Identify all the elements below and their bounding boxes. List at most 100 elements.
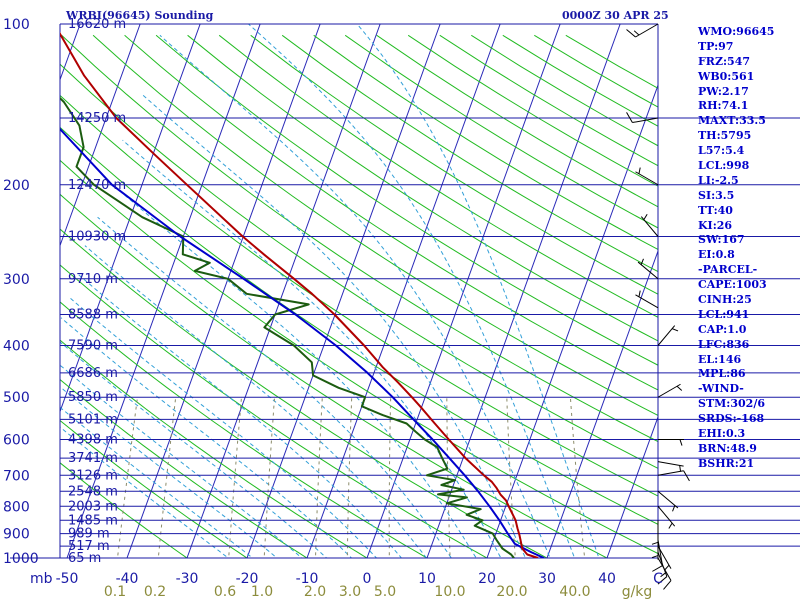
pressure-tick-label: 900: [3, 527, 30, 543]
pressure-tick-label: 100: [3, 17, 30, 33]
pressure-tick-label: 1000: [3, 551, 39, 567]
index-item: CINH:25: [698, 293, 752, 307]
index-item: WMO:96645: [698, 25, 775, 38]
isotherm: [246, 24, 441, 558]
moist-adiabat: [97, 216, 452, 558]
index-item: PW:2.17: [698, 84, 749, 98]
wind-barb: [652, 539, 664, 572]
height-label: 9710 m: [68, 272, 118, 287]
moist-adiabat: [60, 364, 303, 558]
index-item: LCL:941: [698, 307, 750, 321]
isotherm-lines: [60, 24, 658, 558]
index-item: LCL:998: [698, 159, 750, 173]
isotherm: [306, 24, 501, 558]
dry-adiabat: [187, 34, 658, 342]
mixing-ratio-line: [388, 397, 392, 558]
wind-barb: [657, 325, 679, 346]
height-label: 65 m: [68, 551, 101, 566]
isotherm: [126, 24, 321, 558]
moist-adiabat: [68, 296, 378, 558]
isotherm: [60, 24, 141, 248]
index-item: SW:167: [698, 233, 745, 247]
moist-adiabat: [356, 24, 600, 558]
dry-adiabat: [60, 462, 188, 558]
temperature-tick-label: 10: [418, 571, 436, 587]
sounding-time: 0000Z 30 APR 25: [562, 9, 669, 22]
mixing-ratio-line: [346, 397, 353, 558]
temperature-tick-label: 0: [363, 571, 372, 587]
height-label: 6686 m: [68, 366, 118, 381]
mixing-ratio-line: [506, 397, 516, 558]
temperature-tick-label: 20: [478, 571, 496, 587]
index-item: RH:74.1: [698, 99, 749, 113]
height-label: 12470 m: [68, 178, 126, 193]
wind-barb: [657, 490, 679, 512]
moist-adiabat: [60, 406, 254, 558]
pressure-tick-label: 200: [3, 178, 30, 194]
mixing-ratio-tick-label: 10.0: [434, 584, 465, 600]
sounding-profiles: [60, 31, 545, 558]
isotherm: [546, 249, 658, 558]
pressure-tick-label: 400: [3, 339, 30, 355]
moist-adiabat: [140, 93, 527, 558]
index-item: WB0:561: [698, 69, 755, 83]
wind-barb: [626, 23, 659, 38]
pressure-tick-label: 700: [3, 468, 30, 484]
temperature-profile: [60, 31, 539, 558]
index-item: CAPE:1003: [698, 278, 767, 292]
temperature-tick-label: 40: [598, 571, 616, 587]
mixing-ratio-tick-label: 20.0: [496, 584, 527, 600]
index-item: TT:40: [698, 203, 733, 217]
mixing-ratio-line: [116, 397, 138, 558]
dry-adiabat: [60, 228, 549, 558]
index-item: TH:5795: [698, 129, 752, 143]
height-label: 14250 m: [68, 111, 126, 126]
temperature-tick-label: -10: [296, 571, 319, 587]
index-item: FRZ:547: [698, 54, 751, 68]
height-label: 2003 m: [68, 499, 118, 514]
mixing-ratio-tick-label: 0.6: [214, 584, 236, 600]
dry-adiabat: [60, 159, 658, 555]
height-label: 1485 m: [68, 513, 118, 528]
wind-barb: [658, 439, 684, 446]
isotherm: [366, 24, 561, 558]
mixing-ratio-line: [263, 397, 276, 558]
wind-barb: [657, 383, 683, 398]
index-item: MPL:86: [698, 367, 746, 381]
height-label: 3126 m: [68, 468, 118, 483]
index-item: TP:97: [698, 39, 734, 53]
index-item: EHI:0.3: [698, 427, 746, 441]
height-label: 16620 m: [68, 17, 126, 32]
height-label: 5101 m: [68, 412, 118, 427]
dry-adiabat: [60, 419, 248, 558]
moist-adiabat: [60, 341, 328, 558]
isobar-lines: [10, 23, 800, 559]
pressure-tick-label: 500: [3, 390, 30, 406]
index-item: STM:302/6: [698, 397, 765, 411]
index-item: BRN:48.9: [698, 441, 757, 455]
mixing-ratio-lines: [116, 397, 586, 558]
height-label: 3741 m: [68, 451, 118, 466]
mixing-ratio-line: [228, 397, 242, 558]
index-item: KI:26: [698, 218, 733, 232]
moist-adiabat: [122, 139, 502, 558]
isotherm: [60, 24, 201, 413]
mixing-ratio-tick-label: 40.0: [559, 584, 590, 600]
mixing-ratio-line: [569, 397, 586, 558]
dry-adiabat: [60, 94, 658, 497]
index-item: -PARCEL-: [698, 263, 758, 277]
mixing-ratio-unit-label: g/kg: [622, 584, 653, 600]
index-item: L57:5.4: [698, 144, 745, 158]
dry-adiabat: [218, 34, 658, 318]
wind-barb: [640, 213, 659, 237]
height-label: 8588 m: [68, 308, 118, 323]
mixing-ratio-line: [314, 397, 323, 558]
dry-adiabat: [92, 34, 658, 417]
mixing-ratio-tick-label: 2.0: [304, 584, 326, 600]
height-label: 5850 m: [68, 390, 118, 405]
dry-adiabat: [281, 34, 658, 273]
pressure-tick-label: 800: [3, 499, 30, 515]
mixing-ratio-tick-label: 5.0: [374, 584, 396, 600]
isotherm: [426, 24, 621, 558]
